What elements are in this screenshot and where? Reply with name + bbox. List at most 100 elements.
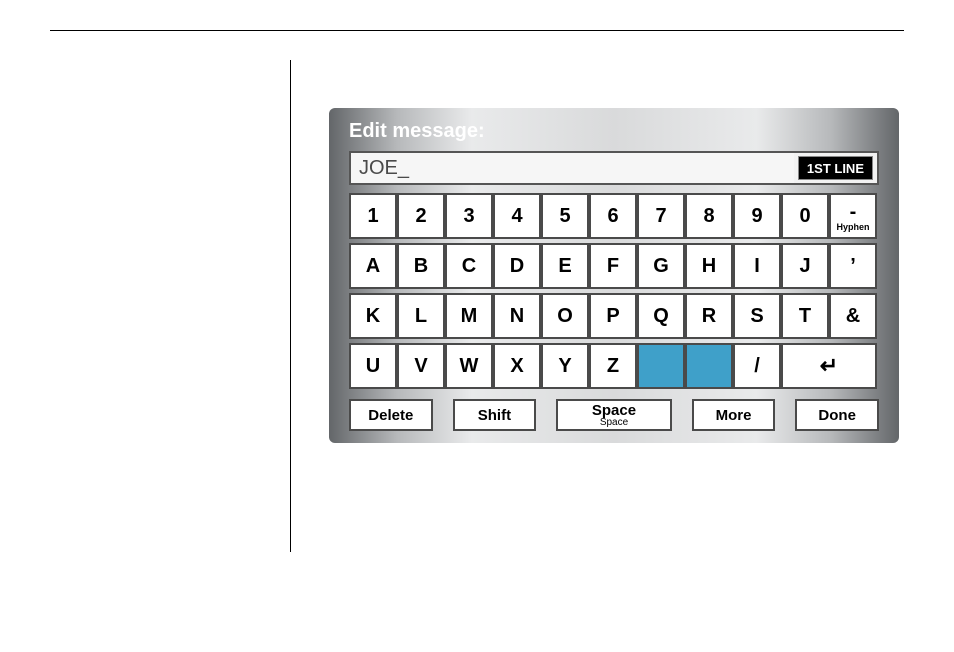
key-label: 7 xyxy=(655,205,666,228)
key-label: Z xyxy=(607,355,619,378)
key-7[interactable]: 7 xyxy=(637,193,685,239)
key-label: N xyxy=(510,305,524,328)
key-label: D xyxy=(510,255,524,278)
page-top-rule xyxy=(50,30,904,31)
key-M[interactable]: M xyxy=(445,293,493,339)
delete-button[interactable]: Delete xyxy=(349,399,433,431)
key-label: C xyxy=(462,255,476,278)
shift-button[interactable]: Shift xyxy=(453,399,537,431)
keyboard-grid: 12 3 4 567 8 9 0 -Hyphen A B C D E F G HIJ ’ K L M N O P Q R S T… xyxy=(349,193,879,389)
panel-title: Edit message: xyxy=(349,120,885,143)
key-label: M xyxy=(461,305,478,328)
key-label: A xyxy=(366,255,380,278)
keyboard-row-4: U VWX Y Z / ↵ xyxy=(349,343,879,389)
key-label: L xyxy=(415,305,427,328)
keyboard-panel: Edit message: JOE_ 1ST LINE 1234567890-H… xyxy=(329,108,899,443)
key-label: Y xyxy=(558,355,571,378)
key-I[interactable]: I xyxy=(733,243,781,289)
key-S[interactable]: S xyxy=(733,293,781,339)
message-input[interactable]: JOE_ xyxy=(351,153,794,183)
key-3[interactable]: 3 xyxy=(445,193,493,239)
key-label: 5 xyxy=(559,205,570,228)
key-1[interactable]: 1 xyxy=(349,193,397,239)
key-label: E xyxy=(558,255,571,278)
done-button[interactable]: Done xyxy=(795,399,879,431)
key-B[interactable]: B xyxy=(397,243,445,289)
key-4[interactable]: 4 xyxy=(493,193,541,239)
key-label: G xyxy=(653,255,669,278)
key-U[interactable]: U xyxy=(349,343,397,389)
key-label: ’ xyxy=(850,255,856,278)
key-label: P xyxy=(606,305,619,328)
key-label: 8 xyxy=(703,205,714,228)
key-F[interactable]: F xyxy=(589,243,637,289)
key-X[interactable]: X xyxy=(493,343,541,389)
key-W[interactable]: W xyxy=(445,343,493,389)
key-8[interactable]: 8 xyxy=(685,193,733,239)
key-H[interactable]: H xyxy=(685,243,733,289)
hyphen-key[interactable]: -Hyphen xyxy=(829,193,877,239)
key-/[interactable]: / xyxy=(733,343,781,389)
key-label: U xyxy=(366,355,380,378)
key-label: F xyxy=(607,255,619,278)
key-label: S xyxy=(750,305,763,328)
keyboard-row-1: 12 3 4 567 8 9 0 -Hyphen xyxy=(349,193,879,239)
key-R[interactable]: R xyxy=(685,293,733,339)
key-label: V xyxy=(414,355,427,378)
key-C[interactable]: C xyxy=(445,243,493,289)
enter-icon: ↵ xyxy=(820,353,838,379)
key-6[interactable]: 6 xyxy=(589,193,637,239)
key-Q[interactable]: Q xyxy=(637,293,685,339)
key-L[interactable]: L xyxy=(397,293,445,339)
key-label: K xyxy=(366,305,380,328)
more-button[interactable]: More xyxy=(692,399,776,431)
key-Z[interactable]: Z xyxy=(589,343,637,389)
special-key[interactable] xyxy=(685,343,733,389)
key-O[interactable]: O xyxy=(541,293,589,339)
space-button-sublabel: Space xyxy=(600,417,628,428)
key-0[interactable]: 0 xyxy=(781,193,829,239)
key-sublabel: Hyphen xyxy=(836,222,869,232)
key-Y[interactable]: Y xyxy=(541,343,589,389)
key-N[interactable]: N xyxy=(493,293,541,339)
action-button-row: Delete Shift Space Space More Done xyxy=(349,399,879,431)
key-D[interactable]: D xyxy=(493,243,541,289)
key-5[interactable]: 5 xyxy=(541,193,589,239)
key-label: Q xyxy=(653,305,669,328)
key-’[interactable]: ’ xyxy=(829,243,877,289)
key-label: - xyxy=(850,201,857,224)
key-label: / xyxy=(754,355,760,378)
space-button[interactable]: Space Space xyxy=(556,399,671,431)
key-A[interactable]: A xyxy=(349,243,397,289)
key-label: 2 xyxy=(415,205,426,228)
key-P[interactable]: P xyxy=(589,293,637,339)
keyboard-row-2: A B C D E F G HIJ ’ xyxy=(349,243,879,289)
column-divider xyxy=(290,60,291,552)
input-row: JOE_ 1ST LINE xyxy=(349,151,879,185)
key-&[interactable]: & xyxy=(829,293,877,339)
key-label: J xyxy=(799,255,810,278)
key-label: T xyxy=(799,305,811,328)
line-indicator-badge[interactable]: 1ST LINE xyxy=(798,156,873,180)
key-T[interactable]: T xyxy=(781,293,829,339)
key-label: 3 xyxy=(463,205,474,228)
key-E[interactable]: E xyxy=(541,243,589,289)
key-G[interactable]: G xyxy=(637,243,685,289)
key-label: & xyxy=(846,305,860,328)
key-2[interactable]: 2 xyxy=(397,193,445,239)
key-label: B xyxy=(414,255,428,278)
keyboard-row-3: KLMNOPQRST& xyxy=(349,293,879,339)
key-label: X xyxy=(510,355,523,378)
key-label: 0 xyxy=(799,205,810,228)
key-9[interactable]: 9 xyxy=(733,193,781,239)
key-K[interactable]: K xyxy=(349,293,397,339)
key-label: 9 xyxy=(751,205,762,228)
key-label: R xyxy=(702,305,716,328)
key-label: H xyxy=(702,255,716,278)
key-label: O xyxy=(557,305,573,328)
enter-key[interactable]: ↵ xyxy=(781,343,877,389)
special-key[interactable] xyxy=(637,343,685,389)
key-J[interactable]: J xyxy=(781,243,829,289)
key-label: 4 xyxy=(511,205,522,228)
key-V[interactable]: V xyxy=(397,343,445,389)
